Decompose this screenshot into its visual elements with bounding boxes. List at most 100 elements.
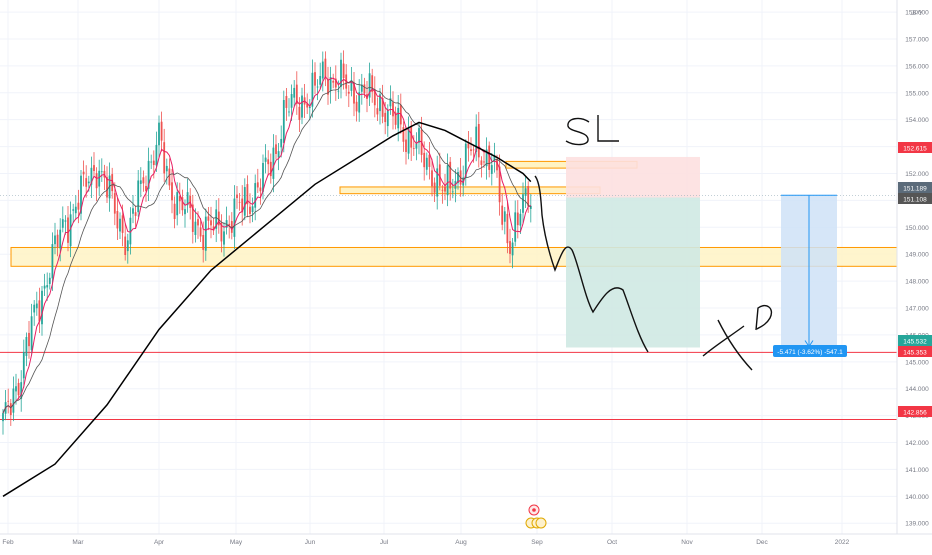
candle-body[interactable] [464, 143, 467, 178]
candle-body[interactable] [46, 285, 49, 288]
candle-body[interactable] [238, 201, 241, 203]
candle-body[interactable] [72, 209, 75, 211]
candle-body[interactable] [511, 242, 514, 256]
candle-body[interactable] [9, 403, 12, 416]
candle-body[interactable] [173, 203, 176, 219]
candle-body[interactable] [259, 187, 262, 192]
candle-body[interactable] [202, 235, 205, 250]
resistance-zone[interactable] [10, 246, 898, 267]
candle-body[interactable] [210, 220, 212, 226]
candle-body[interactable] [334, 78, 337, 88]
candle-body[interactable] [64, 220, 67, 222]
candle-body[interactable] [155, 144, 158, 166]
candle-body[interactable] [288, 111, 290, 113]
candle-body[interactable] [69, 214, 72, 247]
candle-body[interactable] [108, 175, 111, 199]
candle-body[interactable] [12, 388, 15, 413]
candle-body[interactable] [319, 76, 322, 85]
candle-body[interactable] [301, 95, 303, 118]
candle-body[interactable] [267, 159, 270, 165]
candle-body[interactable] [280, 138, 283, 148]
candle-body[interactable] [371, 75, 374, 92]
candle-body[interactable] [142, 177, 145, 184]
candle-body[interactable] [457, 171, 459, 184]
candle-body[interactable] [236, 194, 238, 199]
candle-body[interactable] [368, 73, 371, 98]
candle-body[interactable] [269, 161, 272, 177]
candle-body[interactable] [145, 185, 147, 191]
candle-body[interactable] [134, 212, 137, 216]
candle-body[interactable] [389, 98, 392, 107]
candle-body[interactable] [48, 277, 51, 284]
candle-body[interactable] [438, 164, 441, 186]
candle-body[interactable] [355, 101, 358, 112]
candle-body[interactable] [480, 160, 483, 165]
candle-body[interactable] [243, 187, 246, 216]
candles[interactable] [2, 50, 532, 435]
candle-body[interactable] [33, 304, 36, 313]
candle-body[interactable] [100, 171, 103, 173]
candle-body[interactable] [298, 106, 301, 120]
candle-body[interactable] [470, 149, 472, 152]
candle-body[interactable] [194, 221, 197, 235]
candle-body[interactable] [171, 182, 173, 201]
candle-body[interactable] [28, 332, 30, 347]
candle-body[interactable] [178, 196, 181, 202]
candle-body[interactable] [254, 183, 257, 208]
candle-body[interactable] [228, 223, 231, 226]
candle-body[interactable] [67, 217, 69, 243]
candle-body[interactable] [353, 82, 355, 104]
candle-body[interactable] [423, 152, 426, 168]
minor-zone-lower[interactable] [339, 186, 601, 195]
candle-body[interactable] [181, 197, 184, 211]
candle-body[interactable] [22, 352, 25, 379]
candle-body[interactable] [410, 126, 413, 148]
candle-body[interactable] [246, 184, 249, 205]
candle-body[interactable] [30, 316, 33, 351]
candle-body[interactable] [282, 100, 285, 143]
candle-body[interactable] [295, 84, 298, 104]
candle-body[interactable] [477, 124, 480, 158]
candle-body[interactable] [20, 382, 23, 399]
candle-body[interactable] [337, 90, 340, 92]
event-icons[interactable] [525, 504, 547, 529]
candle-body[interactable] [386, 110, 389, 127]
candle-body[interactable] [191, 204, 194, 232]
candle-body[interactable] [293, 87, 296, 98]
candle-body[interactable] [61, 219, 64, 228]
stop-loss-box[interactable] [566, 156, 700, 198]
candle-body[interactable] [111, 174, 114, 192]
candle-body[interactable] [516, 212, 519, 226]
candle-body[interactable] [509, 241, 511, 254]
candle-body[interactable] [165, 165, 168, 172]
time-axis-labels[interactable]: Feb Mar Apr May Jun Jul Aug Sep Oct Nov Dec 2022 [2, 539, 849, 546]
candle-body[interactable] [150, 161, 153, 163]
candle-body[interactable] [488, 145, 491, 170]
candle-body[interactable] [433, 182, 436, 193]
candle-body[interactable] [168, 168, 171, 186]
candle-body[interactable] [493, 155, 496, 162]
candle-body[interactable] [397, 107, 400, 129]
candle-body[interactable] [121, 215, 124, 233]
candle-body[interactable] [160, 121, 163, 141]
candle-body[interactable] [485, 149, 488, 167]
candle-body[interactable] [82, 171, 85, 175]
candle-body[interactable] [275, 144, 277, 154]
candle-body[interactable] [137, 180, 140, 213]
candle-body[interactable] [506, 213, 509, 244]
candle-body[interactable] [529, 205, 532, 209]
candle-body[interactable] [501, 205, 504, 225]
candle-body[interactable] [373, 89, 376, 106]
candle-body[interactable] [329, 77, 332, 92]
candle-body[interactable] [467, 143, 470, 149]
candle-body[interactable] [129, 217, 132, 245]
candle-body[interactable] [233, 198, 236, 237]
candle-body[interactable] [449, 161, 452, 189]
candle-body[interactable] [77, 202, 80, 210]
candle-body[interactable] [223, 231, 225, 245]
candle-body[interactable] [412, 148, 415, 149]
candle-body[interactable] [25, 336, 28, 356]
candle-body[interactable] [514, 212, 517, 242]
candle-body[interactable] [212, 226, 215, 231]
candle-body[interactable] [498, 166, 501, 203]
